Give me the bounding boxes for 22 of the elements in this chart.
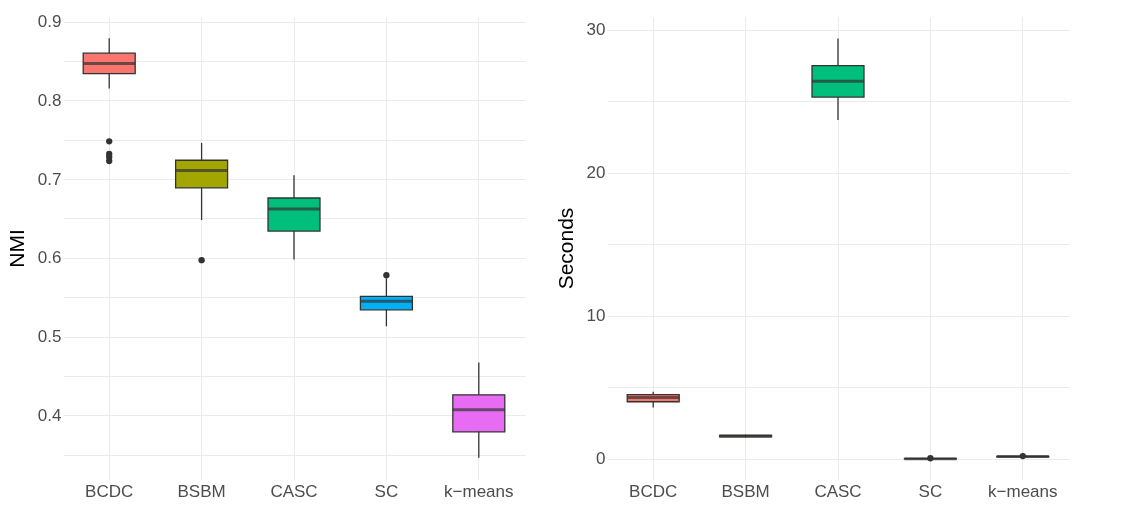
y-tick-label: 0.8 (37, 90, 62, 110)
y-tick-label: 0.7 (37, 169, 62, 189)
y-tick-label: 0.4 (37, 405, 62, 425)
x-tick-label: SC (374, 481, 399, 501)
y-tick-label: 0.9 (37, 12, 62, 32)
x-tick-label: k−means (444, 481, 514, 501)
y-axis-title: Seconds (553, 207, 577, 290)
y-tick-label: 10 (586, 306, 606, 326)
y-tick-label: 20 (586, 163, 606, 183)
x-tick-label: BSBM (177, 481, 226, 501)
x-tick-label: k−means (988, 481, 1058, 501)
x-tick-label: BCDC (629, 481, 678, 501)
y-axis-title: NMI (4, 229, 28, 268)
y-tick-label: 30 (586, 20, 606, 40)
x-tick-label: CASC (814, 481, 862, 501)
y-tick-label: 0.5 (37, 327, 62, 347)
x-tick-label: CASC (270, 481, 318, 501)
x-tick-label: BSBM (721, 481, 770, 501)
x-tick-label: SC (918, 481, 943, 501)
x-tick-label: BCDC (85, 481, 134, 501)
y-tick-label: 0 (596, 449, 606, 469)
y-tick-label: 0.6 (37, 248, 62, 268)
